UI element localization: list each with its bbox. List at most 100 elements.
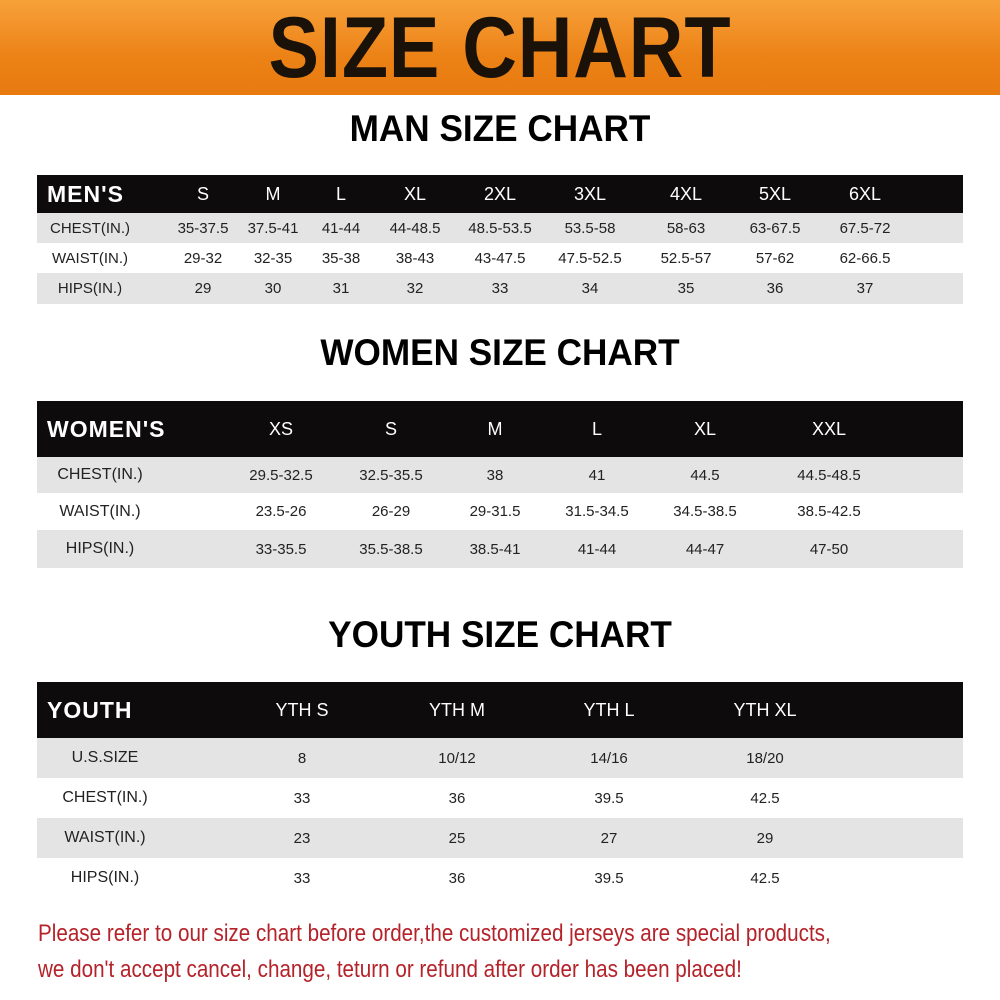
table-header-row: WOMEN'S XS S M L XL XXL [37, 401, 963, 457]
size-header: M [487, 418, 503, 439]
size-header: XXL [811, 418, 847, 439]
measurement-cell: 36 [448, 869, 466, 887]
measurement-cell: 38.5-42.5 [797, 503, 861, 520]
table-category-label: WOMEN'S [47, 415, 166, 442]
measurement-cell: 36 [448, 789, 466, 807]
measurement-cell: 44.5-48.5 [797, 466, 861, 484]
table-row: WAIST(IN.) 29-32 32-35 35-38 38-43 43-47.5 47.… [37, 243, 963, 273]
size-header: L [591, 418, 603, 439]
row-label: HIPS(IN.) [65, 540, 135, 557]
banner: SIZE CHART [0, 0, 1000, 95]
measurement-cell: 25 [448, 829, 466, 847]
measurement-cell: 36 [766, 280, 784, 297]
measurement-cell: 47-50 [809, 540, 849, 558]
table-row: CHEST(IN.) 29.5-32.5 32.5-35.5 38 41 44.5 44.5… [37, 457, 963, 493]
measurement-cell: 41-44 [577, 540, 617, 558]
measurement-cell: 31 [332, 280, 350, 297]
measurement-cell: 53.5-58 [564, 219, 616, 237]
table-row: CHEST(IN.) 33 36 39.5 42.5 [37, 778, 963, 818]
size-header: YTH XL [733, 699, 797, 720]
measurement-cell: 32-35 [253, 249, 293, 267]
measurement-cell: 27 [600, 829, 618, 847]
row-label: HIPS(IN.) [70, 869, 140, 886]
measurement-cell: 38.5-41 [469, 540, 521, 558]
measurement-cell: 35.5-38.5 [359, 540, 423, 558]
size-header: 6XL [848, 183, 882, 204]
table-row: HIPS(IN.) 29 30 31 32 33 34 35 36 37 [37, 273, 963, 304]
measurement-cell: 29 [756, 829, 774, 847]
measurement-cell: 18/20 [746, 749, 784, 767]
measurement-cell: 38-43 [395, 249, 435, 267]
men-section-title: MAN SIZE CHART [349, 108, 651, 149]
table-row: WAIST(IN.) 23 25 27 29 [37, 818, 963, 858]
row-label: WAIST(IN.) [51, 249, 129, 267]
table-category-label: YOUTH [47, 696, 133, 723]
table-row: HIPS(IN.) 33-35.5 35.5-38.5 38.5-41 41-44 44-… [37, 530, 963, 568]
table-header-row: YOUTH YTH S YTH M YTH L YTH XL [37, 682, 963, 738]
measurement-cell: 37 [856, 280, 874, 297]
measurement-cell: 38 [486, 466, 504, 484]
measurement-cell: 29-32 [183, 249, 223, 267]
measurement-cell: 34 [581, 280, 599, 297]
measurement-cell: 43-47.5 [474, 249, 526, 267]
table-row: U.S.SIZE 8 10/12 14/16 18/20 [37, 738, 963, 778]
size-header: 5XL [758, 183, 792, 204]
measurement-cell: 26-29 [371, 503, 411, 520]
measurement-cell: 42.5 [750, 789, 780, 807]
notice-line-1: Please refer to our size chart before or… [38, 920, 831, 947]
measurement-cell: 35-37.5 [177, 219, 229, 237]
measurement-cell: 33 [491, 280, 509, 297]
size-header: XL [403, 183, 427, 204]
measurement-cell: 31.5-34.5 [565, 503, 629, 520]
notice-line-2: we don't accept cancel, change, teturn o… [38, 956, 742, 983]
measurement-cell: 41 [588, 466, 606, 484]
measurement-cell: 33 [293, 789, 311, 807]
row-label: U.S.SIZE [71, 749, 139, 766]
row-label: WAIST(IN.) [64, 829, 146, 846]
measurement-cell: 34.5-38.5 [673, 503, 737, 520]
measurement-cell: 8 [297, 749, 307, 767]
measurement-cell: 33 [293, 869, 311, 887]
measurement-cell: 58-63 [666, 219, 706, 237]
measurement-cell: 29.5-32.5 [249, 466, 313, 484]
measurement-cell: 39.5 [594, 869, 624, 887]
measurement-cell: 47.5-52.5 [558, 249, 622, 267]
measurement-cell: 30 [264, 280, 282, 297]
size-header: YTH M [429, 699, 485, 720]
row-label: CHEST(IN.) [62, 789, 148, 806]
size-header: YTH L [583, 699, 635, 720]
measurement-cell: 10/12 [438, 749, 476, 767]
measurement-cell: 41-44 [321, 219, 361, 237]
measurement-cell: 48.5-53.5 [468, 219, 532, 237]
measurement-cell: 42.5 [750, 869, 780, 887]
measurement-cell: 44-48.5 [389, 219, 441, 237]
measurement-cell: 33-35.5 [255, 540, 307, 558]
row-label: WAIST(IN.) [59, 502, 141, 520]
measurement-cell: 35-38 [321, 249, 361, 267]
size-header: XL [693, 418, 717, 439]
measurement-cell: 14/16 [590, 749, 628, 767]
size-header: XS [268, 418, 294, 439]
women-section-title: WOMEN SIZE CHART [320, 332, 680, 373]
table-header-row: MEN'S S M L XL 2XL 3XL 4XL 5XL 6XL [37, 175, 963, 213]
size-header: 3XL [573, 183, 607, 204]
measurement-cell: 32 [406, 280, 424, 297]
size-header: 2XL [483, 183, 517, 204]
measurement-cell: 67.5-72 [839, 219, 891, 237]
size-header: 4XL [669, 183, 703, 204]
measurement-cell: 23 [293, 829, 311, 847]
size-header: L [335, 183, 347, 204]
measurement-cell: 44.5 [690, 466, 720, 484]
measurement-cell: 29 [194, 280, 212, 297]
table-category-label: MEN'S [47, 180, 124, 207]
banner-title: SIZE CHART [268, 0, 732, 96]
row-label: CHEST(IN.) [50, 219, 130, 237]
size-header: S [196, 183, 210, 204]
measurement-cell: 63-67.5 [749, 219, 801, 237]
size-header: S [384, 418, 398, 439]
table-row: CHEST(IN.) 35-37.5 37.5-41 41-44 44-48.5 48.5… [37, 213, 963, 243]
measurement-cell: 37.5-41 [247, 219, 299, 237]
size-header: YTH S [275, 699, 329, 720]
youth-section-title: YOUTH SIZE CHART [328, 614, 672, 655]
row-label: HIPS(IN.) [57, 280, 123, 297]
